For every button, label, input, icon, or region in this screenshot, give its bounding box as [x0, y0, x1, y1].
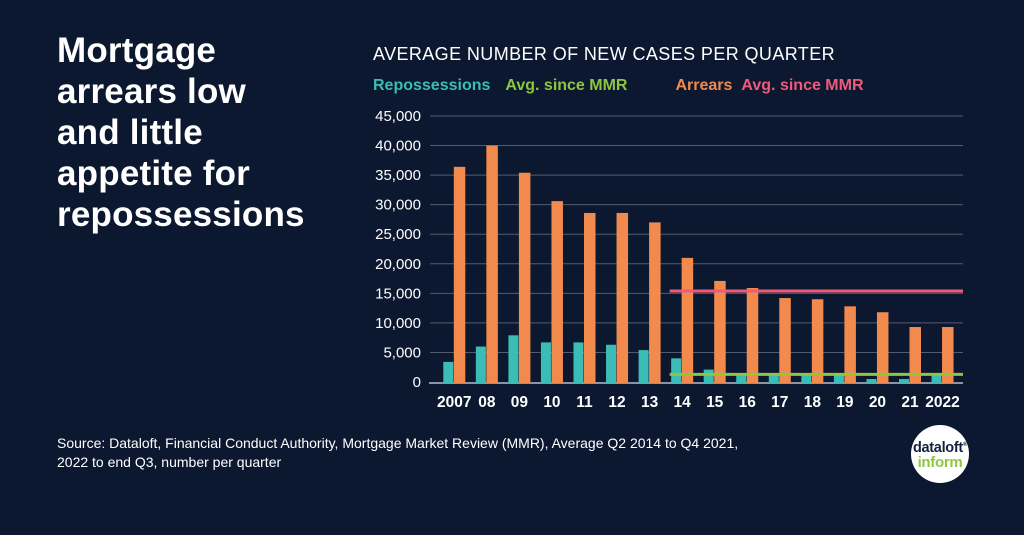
bar-repossessions — [475, 346, 486, 383]
dataloft-inform-logo: dataloft® inform — [911, 425, 969, 483]
x-axis-tick-label: 10 — [543, 394, 560, 411]
bar-arrears — [551, 201, 563, 383]
y-axis-tick-label: 45,000 — [375, 108, 421, 125]
bar-arrears — [518, 172, 531, 383]
source-note: Source: Dataloft, Financial Conduct Auth… — [57, 435, 739, 470]
bar-arrears — [876, 312, 889, 383]
bar-arrears — [909, 327, 921, 383]
bar-arrears — [453, 166, 466, 383]
bar-repossessions — [443, 361, 454, 383]
bar-repossessions — [736, 374, 747, 383]
x-axis-tick-label: 09 — [511, 394, 529, 411]
y-axis-tick-label: 15,000 — [375, 285, 421, 302]
chart-title: AVERAGE NUMBER OF NEW CASES PER QUARTER — [373, 44, 836, 64]
x-axis-tick-label: 15 — [706, 394, 724, 411]
bar-repossessions — [540, 342, 551, 383]
bar-arrears — [649, 222, 661, 383]
x-axis-tick-label: 20 — [869, 394, 886, 411]
legend-avg-since-mmr-arrears: Avg. since MMR — [741, 77, 864, 94]
logo-dataloft-text: dataloft® — [912, 438, 968, 456]
bar-arrears — [844, 306, 856, 383]
bar-arrears — [584, 212, 596, 383]
bar-repossessions — [573, 342, 584, 383]
bar-repossessions — [931, 374, 942, 383]
cases-bar-chart: 0 5,000 10,000 15,000 20,000 25,000 30,000 35,0… — [375, 108, 963, 411]
y-axis-tick-label: 5,000 — [383, 344, 421, 361]
bar-repossessions — [768, 374, 779, 383]
headline: Mortgage arrears low and little appetite… — [57, 31, 305, 234]
x-axis-tick-label: 2022 — [925, 394, 959, 411]
bar-arrears — [486, 145, 498, 383]
y-axis-tick-label: 10,000 — [375, 315, 421, 332]
bar-arrears — [811, 299, 824, 383]
x-axis-tick-label: 08 — [478, 394, 496, 411]
chart-legend: Repossessions Avg. since MMR Arrears Avg… — [373, 77, 864, 95]
bar-arrears — [681, 257, 694, 383]
y-axis-tick-label: 0 — [413, 374, 421, 391]
y-axis-tick-label: 30,000 — [375, 197, 421, 214]
bar-arrears — [942, 327, 954, 383]
logo-inform-text: inform — [917, 453, 963, 471]
logo-dataloft-word: dataloft — [912, 439, 963, 456]
bar-arrears — [746, 288, 759, 383]
x-axis-tick-label: 2007 — [437, 394, 471, 411]
legend-avg-since-mmr-repossessions: Avg. since MMR — [505, 77, 628, 94]
y-axis-tick-label: 35,000 — [375, 167, 421, 184]
bar-repossessions — [703, 369, 714, 383]
x-axis-tick-label: 12 — [608, 394, 625, 411]
x-axis-tick-label: 17 — [771, 394, 788, 411]
y-axis-tick-label: 25,000 — [375, 226, 421, 243]
legend-repossessions: Repossessions — [373, 77, 491, 94]
bar-arrears — [616, 212, 629, 383]
x-axis-tick-label: 14 — [674, 394, 692, 411]
y-axis-tick-label: 40,000 — [375, 138, 421, 155]
bar-repossessions — [801, 375, 812, 383]
bar-repossessions — [833, 375, 844, 383]
x-axis-tick-label: 13 — [641, 394, 659, 411]
bar-repossessions — [671, 358, 682, 383]
bar-repossessions — [508, 335, 519, 383]
y-axis-tick-label: 20,000 — [375, 256, 421, 273]
x-axis-tick-label: 19 — [836, 394, 854, 411]
bar-arrears — [714, 280, 726, 383]
bar-repossessions — [606, 344, 617, 383]
bar-repossessions — [638, 350, 649, 383]
x-axis-tick-label: 18 — [804, 394, 822, 411]
bar-repossessions — [866, 379, 877, 383]
legend-arrears: Arrears — [675, 77, 733, 94]
x-axis-tick-label: 16 — [739, 394, 757, 411]
bar-arrears — [779, 298, 791, 383]
bar-repossessions — [899, 379, 909, 383]
x-axis-tick-label: 21 — [901, 394, 919, 411]
x-axis-tick-label: 11 — [576, 394, 593, 411]
registered-trademark-mark: ® — [962, 442, 968, 449]
